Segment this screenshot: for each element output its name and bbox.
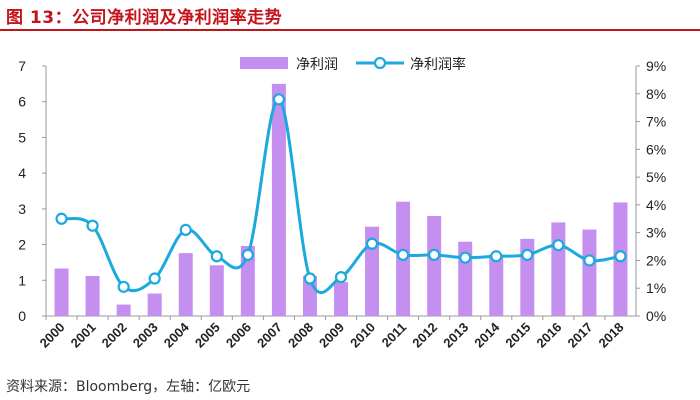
- bar: [489, 254, 504, 316]
- bar: [209, 265, 224, 316]
- line-marker: [179, 223, 192, 236]
- bar: [365, 226, 380, 316]
- x-tick-label: 2009: [316, 320, 347, 351]
- line-series-path: [61, 97, 621, 295]
- y-right-tick-label: 2%: [646, 252, 666, 268]
- line-marker: [272, 93, 285, 106]
- y-right-tick-label: 6%: [646, 141, 666, 157]
- bar: [85, 276, 100, 316]
- line-marker: [55, 212, 68, 225]
- line-marker: [614, 250, 627, 263]
- x-tick-label: 2010: [347, 320, 378, 351]
- legend-label-line: 净利润率: [410, 56, 466, 73]
- y-left-tick-label: 6: [18, 94, 26, 110]
- y-right-tick-label: 3%: [646, 225, 666, 241]
- line-marker: [521, 248, 534, 261]
- line-marker: [117, 280, 130, 293]
- x-tick-label: 2008: [285, 320, 316, 351]
- legend-line-marker: [373, 56, 387, 70]
- x-tick-label: 2007: [254, 320, 285, 351]
- x-tick-label: 2013: [440, 320, 471, 351]
- line-marker: [365, 237, 379, 250]
- y-left-tick-label: 5: [18, 129, 26, 145]
- x-tick-label: 2018: [596, 320, 627, 351]
- line-series: [55, 93, 627, 295]
- source-note: 资料来源：Bloomberg，左轴：亿欧元: [6, 379, 251, 395]
- x-tick-label: 2017: [564, 320, 595, 351]
- x-tick-label: 2016: [533, 320, 564, 351]
- y-right-tick-label: 4%: [646, 197, 666, 213]
- bar: [54, 268, 69, 316]
- y-left-tick-label: 0: [18, 308, 26, 324]
- legend-label-bar: 净利润: [296, 57, 338, 73]
- line-marker: [303, 272, 317, 285]
- line-marker: [86, 219, 99, 232]
- x-tick-label: 2002: [99, 320, 130, 351]
- x-tick-label: 2012: [409, 320, 440, 351]
- line-marker: [210, 250, 223, 263]
- x-tick-label: 2015: [502, 320, 533, 351]
- y-left-tick-label: 4: [18, 165, 26, 181]
- x-tick-label: 2001: [68, 320, 99, 351]
- bar: [334, 282, 348, 316]
- bar: [116, 304, 131, 316]
- line-marker: [552, 239, 565, 252]
- chart-legend: 净利润 净利润率: [240, 56, 466, 73]
- y-left-tick-label: 3: [18, 201, 26, 217]
- line-marker: [583, 254, 596, 267]
- y-right-tick-label: 5%: [646, 169, 666, 185]
- y-right-tick-label: 7%: [646, 114, 666, 130]
- y-left-tick-label: 7: [18, 58, 26, 74]
- legend-bar-swatch: [240, 57, 288, 69]
- line-marker: [397, 248, 410, 261]
- bar: [178, 253, 193, 316]
- x-tick-label: 2014: [471, 319, 503, 351]
- figure-title: 图 13：公司净利润及净利润率走势: [6, 8, 283, 28]
- x-tick-label: 2000: [37, 320, 68, 351]
- y-right-tick-label: 0%: [646, 308, 666, 324]
- y-right-tick-label: 1%: [646, 280, 666, 296]
- y-left-tick-label: 2: [18, 237, 26, 253]
- x-tick-label: 2003: [130, 320, 161, 351]
- y-right-tick-label: 8%: [646, 86, 666, 102]
- line-marker: [459, 251, 472, 264]
- line-marker: [241, 248, 254, 261]
- y-right-tick-label: 9%: [646, 58, 666, 74]
- y-left-tick-label: 1: [18, 272, 26, 288]
- bar: [582, 229, 597, 316]
- x-tick-label: 2011: [379, 320, 410, 351]
- bar-series: [54, 83, 628, 316]
- bar: [551, 222, 566, 316]
- line-marker: [334, 271, 348, 284]
- x-tick-label: 2004: [161, 319, 193, 351]
- bar: [427, 216, 442, 316]
- bar: [147, 293, 162, 316]
- title-divider: [0, 29, 700, 31]
- x-tick-label: 2006: [223, 320, 254, 351]
- x-tick-label: 2005: [192, 320, 223, 351]
- line-marker: [490, 250, 503, 263]
- line-marker: [428, 248, 441, 261]
- line-marker: [148, 272, 161, 285]
- bar: [271, 83, 286, 316]
